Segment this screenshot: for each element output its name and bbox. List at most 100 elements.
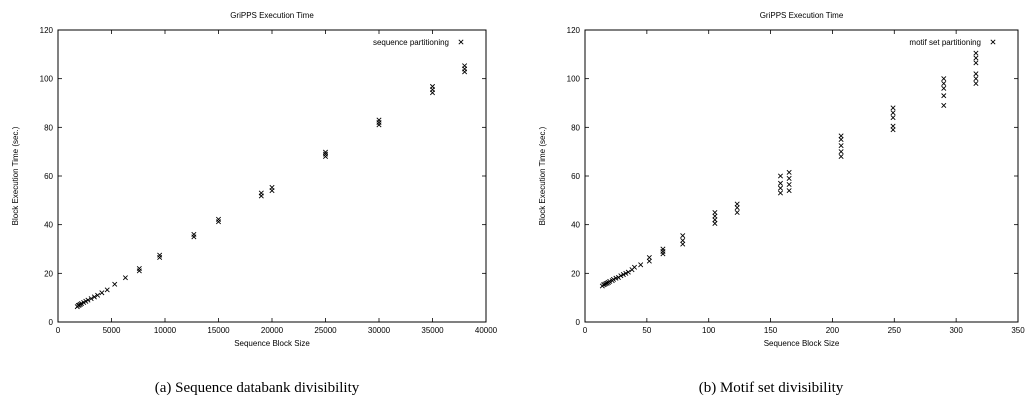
chart-a-point-13 — [112, 281, 118, 287]
chart-b-xtick-label-3: 150 — [764, 326, 778, 335]
chart-b-point-11 — [618, 273, 624, 279]
chart-a-legend-label: sequence partitioning — [373, 38, 449, 47]
chart-b-point-29 — [712, 209, 718, 216]
chart-a-point-14 — [122, 275, 128, 281]
chart-b-legend-marker — [990, 39, 996, 45]
chart-b-point-20 — [660, 251, 666, 257]
chart-b-point-17 — [638, 262, 644, 268]
chart-b-point-8 — [610, 276, 616, 282]
chart-b-xtick-label-0: 0 — [583, 326, 588, 335]
chart-b-ytick-label-6: 120 — [567, 26, 581, 35]
chart-b-point-44 — [838, 136, 844, 143]
chart-a-point-17 — [157, 254, 163, 261]
chart-b-point-10 — [615, 274, 621, 280]
chart-b-point-30 — [734, 209, 740, 216]
chart-b-point-19 — [646, 254, 652, 261]
chart-a-title: GriPPS Execution Time — [230, 11, 314, 20]
chart-b-point-33 — [777, 190, 783, 196]
caption-motif-set: (b) Motif set divisibility — [698, 380, 844, 396]
chart-b-point-26 — [712, 220, 718, 226]
chart-a-point-26 — [269, 184, 275, 190]
chart-a-plot-frame — [57, 29, 487, 323]
chart-a-ytick-label-0: 0 — [49, 318, 54, 327]
chart-b-point-36 — [777, 173, 783, 179]
chart-b-xtick-label-5: 250 — [888, 326, 902, 335]
chart-b-ytick-label-2: 40 — [571, 221, 580, 230]
chart-b-point-34 — [777, 185, 783, 191]
chart-b-point-54 — [941, 81, 947, 87]
chart-b-point-56 — [973, 81, 979, 87]
chart-a-ytick-label-1: 20 — [44, 269, 53, 278]
chart-a-point-21 — [215, 219, 222, 225]
chart-a-ytick-label-6: 120 — [40, 26, 54, 35]
chart-b-point-32 — [734, 201, 740, 207]
chart-b-point-25 — [680, 233, 686, 239]
chart-a-xtick-label-2: 10000 — [154, 326, 177, 335]
chart-b-point-48 — [890, 115, 896, 121]
chart-a-ytick-label-4: 80 — [44, 123, 53, 132]
chart-a-xtick-label-7: 35000 — [421, 326, 444, 335]
chart-b-point-46 — [890, 127, 896, 133]
chart-a-point-20 — [191, 231, 197, 237]
chart-b-xtick-label-7: 350 — [1011, 326, 1025, 335]
chart-b-point-23 — [680, 241, 686, 247]
chart-b-point-60 — [973, 55, 979, 61]
chart-b-point-43 — [838, 143, 844, 149]
chart-b-point-1 — [601, 282, 607, 288]
chart-a-xtick-label-1: 5000 — [103, 326, 121, 335]
chart-b-point-59 — [973, 60, 979, 66]
chart-b-xtick-label-1: 50 — [642, 326, 651, 335]
chart-a-xtick-label-4: 20000 — [261, 326, 284, 335]
chart-a-xtick-label-6: 30000 — [368, 326, 391, 335]
chart-b-point-45 — [838, 133, 844, 139]
chart-b-xtick-label-2: 100 — [702, 326, 716, 335]
chart-a-point-38 — [462, 63, 468, 69]
chart-a-point-9 — [91, 294, 97, 300]
chart-b-ylabel: Block Execution Time (sec.) — [538, 126, 547, 225]
chart-b-point-49 — [890, 110, 896, 116]
chart-a-point-10 — [95, 292, 101, 298]
chart-b-ytick-label-1: 20 — [571, 269, 580, 278]
chart-b-ytick-label-4: 80 — [571, 123, 580, 132]
chart-b-plot-frame — [584, 29, 1019, 323]
chart-b-point-16 — [631, 264, 638, 270]
chart-a-point-28 — [322, 151, 329, 157]
chart-b-ytick-label-5: 100 — [567, 75, 581, 84]
chart-b-point-57 — [973, 76, 979, 82]
chart-sequence-partitioning: GriPPS Execution Time 0 5000 10000 15000 2000… — [11, 11, 498, 348]
chart-a-xlabel: Sequence Block Size — [234, 339, 310, 348]
chart-b-point-37 — [786, 188, 792, 194]
chart-a-point-8 — [88, 296, 94, 302]
chart-b-point-31 — [734, 205, 740, 211]
chart-a-ytick-label-5: 100 — [40, 75, 54, 84]
chart-b-point-42 — [838, 149, 844, 155]
chart-b-point-51 — [941, 102, 947, 108]
chart-b-point-22 — [660, 246, 666, 252]
chart-b-point-40 — [786, 169, 792, 175]
chart-a-legend-marker — [458, 39, 464, 45]
chart-b-point-41 — [838, 154, 844, 160]
chart-a-xtick-label-0: 0 — [56, 326, 61, 335]
chart-b-legend-label: motif set partitioning — [909, 38, 981, 47]
chart-a-ytick-label-2: 40 — [44, 221, 53, 230]
chart-a-point-35 — [429, 83, 436, 89]
chart-a-point-27 — [322, 154, 329, 160]
chart-b-point-55 — [941, 76, 947, 82]
chart-b-point-39 — [786, 175, 792, 181]
chart-b-point-50 — [890, 105, 896, 111]
chart-b-point-12 — [620, 272, 626, 278]
chart-a-point-15 — [136, 268, 142, 274]
chart-b-xlabel: Sequence Block Size — [764, 339, 840, 348]
chart-a-xtick-label-5: 25000 — [314, 326, 337, 335]
chart-a-point-30 — [376, 122, 382, 128]
chart-b-point-27 — [712, 217, 718, 223]
chart-a-point-11 — [99, 290, 105, 296]
chart-b-point-13 — [623, 270, 629, 276]
chart-b-xtick-label-6: 300 — [949, 326, 963, 335]
chart-b-point-53 — [941, 85, 947, 91]
chart-b-point-35 — [777, 180, 783, 186]
chart-b-point-52 — [941, 93, 947, 99]
chart-b-point-3 — [603, 281, 609, 287]
